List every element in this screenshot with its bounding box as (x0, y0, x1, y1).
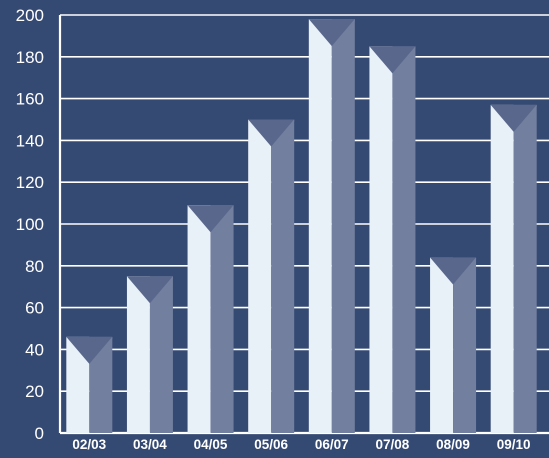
x-tick-label: 02/03 (72, 437, 106, 452)
x-tick-label: 03/04 (133, 437, 167, 452)
bar-side (331, 19, 355, 434)
bar-cap-shade (453, 257, 477, 285)
x-axis-labels: 02/03 03/04 04/05 05/06 06/07 07/08 08/09 09/10 (72, 437, 530, 452)
y-tick-label: 160 (16, 90, 44, 109)
y-tick-label: 200 (16, 6, 44, 25)
bar-cap-shade (392, 46, 416, 74)
bar (126, 276, 173, 433)
x-tick-label: 05/06 (254, 437, 288, 452)
bar-cap (248, 119, 295, 147)
bar (490, 104, 537, 434)
bar-cap (430, 257, 477, 285)
x-tick-label: 06/07 (315, 437, 349, 452)
bar-cap-shade (149, 276, 173, 304)
bar-side (210, 205, 234, 433)
y-tick-label: 40 (25, 340, 44, 359)
y-tick-label: 140 (16, 131, 44, 150)
bar-cap (187, 205, 234, 233)
bar-side (271, 119, 295, 433)
bar (66, 336, 113, 433)
bar-front (369, 46, 393, 433)
bar-cap-shade (271, 119, 295, 147)
bar-side (513, 104, 537, 434)
bar-cap-shade (331, 19, 355, 47)
y-tick-label: 0 (35, 424, 44, 443)
bar-front (248, 119, 272, 433)
bars (66, 19, 537, 434)
y-tick-label: 80 (25, 257, 44, 276)
bar-front (66, 336, 90, 433)
bar-cap (126, 276, 173, 304)
bar-side (149, 276, 173, 433)
y-tick-label: 180 (16, 48, 44, 67)
x-tick-label: 04/05 (194, 437, 228, 452)
bar-front (187, 205, 211, 433)
bar-front (490, 104, 514, 434)
bar-cap (66, 336, 113, 364)
y-tick-label: 100 (16, 215, 44, 234)
bar-side (89, 336, 113, 433)
bar-front (308, 19, 332, 434)
bar-cap (308, 19, 355, 47)
bar (308, 19, 355, 434)
bar-front (430, 257, 454, 433)
x-tick-label: 09/10 (497, 437, 531, 452)
y-axis-ticks: 0 20 40 60 80 100 120 140 160 180 200 (16, 6, 44, 443)
y-tick-label: 20 (25, 382, 44, 401)
y-tick-label: 60 (25, 299, 44, 318)
bar-front (126, 276, 150, 433)
bar-cap-shade (89, 336, 113, 364)
bar (369, 46, 416, 433)
bar-cap (490, 104, 537, 132)
bar (248, 119, 295, 433)
bar-side (453, 257, 477, 433)
y-tick-label: 120 (16, 173, 44, 192)
bar-cap-shade (210, 205, 234, 233)
bar-cap-shade (513, 104, 537, 132)
bar-cap (369, 46, 416, 74)
bar (430, 257, 477, 433)
bar-side (392, 46, 416, 433)
x-tick-label: 07/08 (376, 437, 410, 452)
bar (187, 205, 234, 433)
x-tick-label: 08/09 (436, 437, 470, 452)
